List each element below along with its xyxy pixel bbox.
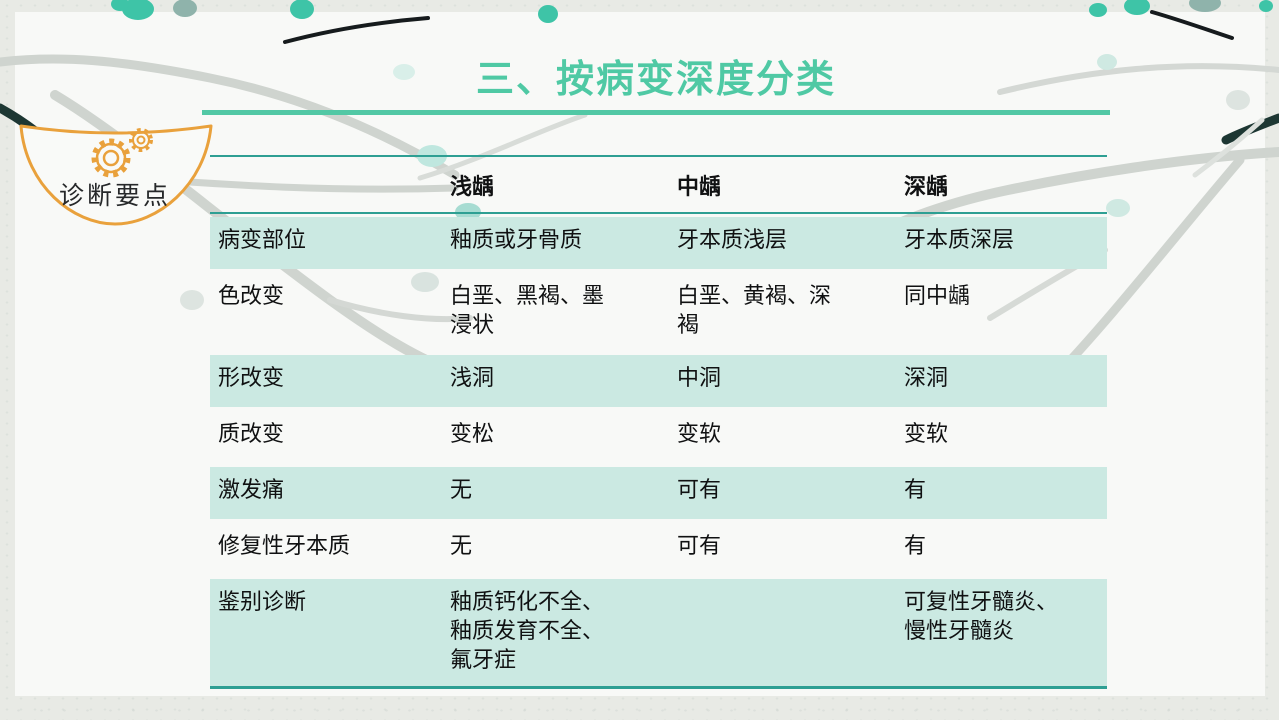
table-cell: 变软 <box>904 421 949 446</box>
row-label: 鉴别诊断 <box>218 589 307 614</box>
row-label: 病变部位 <box>218 227 307 252</box>
row-label: 质改变 <box>218 421 285 446</box>
header-cell-shallow: 浅龋 <box>450 173 495 199</box>
page-title: 三、按病变深度分类 <box>475 59 836 101</box>
header-cell-moderate: 中龋 <box>677 173 722 199</box>
table-cell: 有 <box>904 477 927 502</box>
table-row: 修复性牙本质 无 可有 有 <box>210 523 1107 575</box>
table-row: 质改变 变松 变软 变软 <box>210 411 1107 463</box>
table-body: 病变部位 釉质或牙骨质 牙本质浅层 牙本质深层 色改变 白垩、黑褐、墨 浸状 白… <box>210 214 1107 689</box>
table-cell: 白垩、黑褐、墨 浸状 <box>450 283 605 337</box>
table-cell: 中洞 <box>677 365 722 390</box>
row-label: 激发痛 <box>218 477 285 502</box>
table-row: 激发痛 无 可有 有 <box>210 467 1107 519</box>
table-cell: 无 <box>450 477 473 502</box>
table-cell: 釉质钙化不全、 釉质发育不全、 氟牙症 <box>450 589 605 672</box>
caries-classification-table: 浅龋 中龋 深龋 病变部位 釉质或牙骨质 牙本质浅层 牙本质深层 色改变 白垩、… <box>210 155 1107 689</box>
table-cell: 牙本质深层 <box>904 227 1015 252</box>
table-cell: 同中龋 <box>904 283 971 308</box>
table-cell: 无 <box>450 533 473 558</box>
header-cell-deep: 深龋 <box>904 173 949 199</box>
title-underline <box>202 110 1110 115</box>
table-row: 病变部位 釉质或牙骨质 牙本质浅层 牙本质深层 <box>210 217 1107 269</box>
table-row: 色改变 白垩、黑褐、墨 浸状 白垩、黄褐、深 褐 同中龋 <box>210 273 1107 351</box>
diagnosis-points-badge: 诊断要点 <box>15 118 215 234</box>
table-cell <box>669 587 896 674</box>
table-cell: 有 <box>904 533 927 558</box>
table-cell: 变松 <box>450 421 495 446</box>
table-cell: 牙本质浅层 <box>677 227 788 252</box>
table-cell: 可复性牙髓炎、 慢性牙髓炎 <box>904 589 1059 643</box>
badge-bowl-shape <box>19 124 213 226</box>
row-label: 形改变 <box>218 365 285 390</box>
table-cell: 可有 <box>677 477 722 502</box>
row-label: 色改变 <box>218 283 285 308</box>
table-cell: 釉质或牙骨质 <box>450 227 583 252</box>
table-row: 形改变 浅洞 中洞 深洞 <box>210 355 1107 407</box>
table-cell: 白垩、黄褐、深 褐 <box>677 283 832 337</box>
table-cell: 深洞 <box>904 365 949 390</box>
badge-label: 诊断要点 <box>58 183 171 210</box>
table-header-row: 浅龋 中龋 深龋 <box>210 155 1107 214</box>
table-cell: 浅洞 <box>450 365 495 390</box>
gears-icon <box>91 128 153 178</box>
table-row: 鉴别诊断 釉质钙化不全、 釉质发育不全、 氟牙症 可复性牙髓炎、 慢性牙髓炎 <box>210 579 1107 686</box>
row-label: 修复性牙本质 <box>218 533 351 558</box>
table-cell: 可有 <box>677 533 722 558</box>
table-cell: 变软 <box>677 421 722 446</box>
